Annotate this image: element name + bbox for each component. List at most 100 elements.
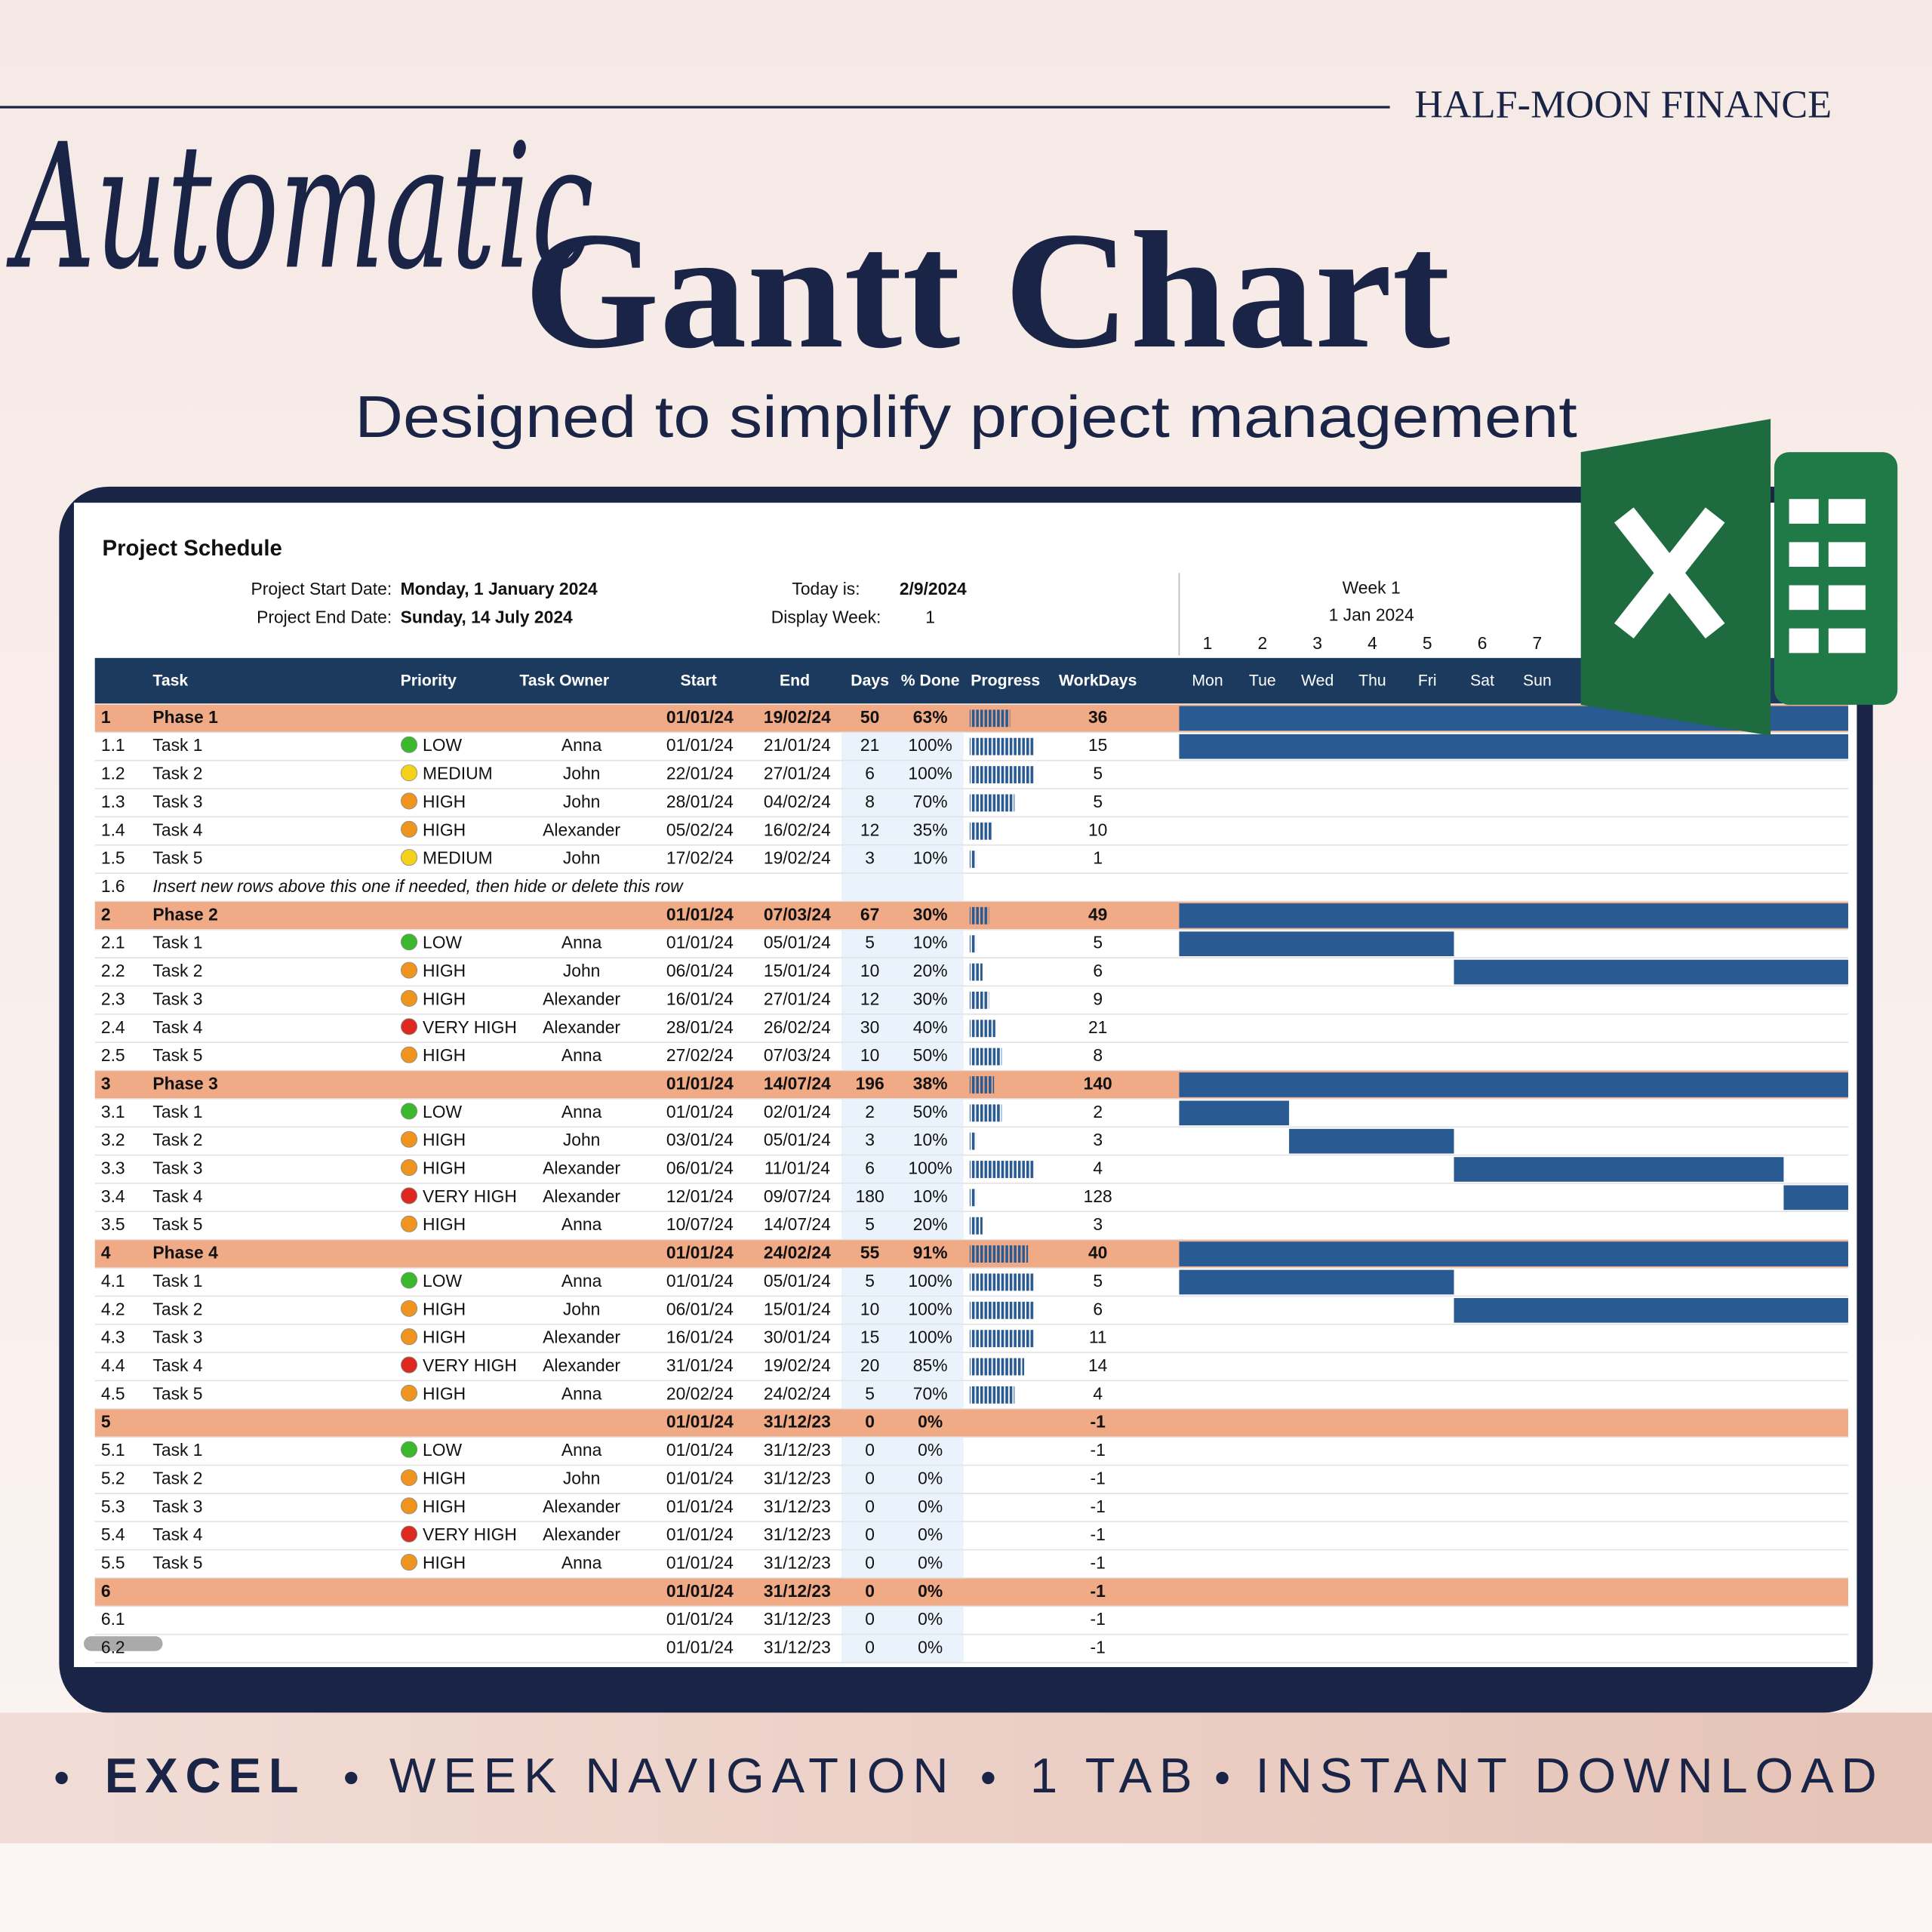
cell-start: 01/01/24 [666,735,734,755]
cell-note: Insert new rows above this one if needed… [152,876,684,896]
cell-id: 4 [101,1243,111,1263]
column-header: Task [152,672,188,689]
cell-days: 5 [865,1383,875,1403]
feature-band [0,1712,1932,1844]
feature: 1 TAB [1030,1748,1199,1803]
cell-start: 01/01/24 [666,1102,734,1121]
cell-done: 10% [913,1130,948,1149]
cell-start: 16/01/24 [666,1327,734,1347]
cell-id: 3.3 [101,1158,125,1178]
progress-bar [969,1020,995,1038]
cell-start: 31/01/24 [666,1355,734,1375]
cell-priority: HIGH [423,1383,466,1403]
cell-days: 12 [860,820,879,839]
gantt-bar [1179,1269,1454,1295]
cell-done: 0% [918,1440,943,1460]
cell-owner: Anna [561,1553,602,1573]
cell-owner: Anna [561,1271,602,1291]
metric-cells [841,1466,964,1494]
cell-workdays: 15 [1088,735,1107,755]
cell-workdays: 128 [1084,1186,1112,1206]
cell-days: 20 [860,1355,879,1375]
column-header: Task Owner [519,672,609,689]
cell-priority: HIGH [423,1553,466,1573]
cell-owner: Alexander [543,820,620,839]
cell-task: Task 1 [152,1440,202,1460]
cell-workdays: -1 [1091,1497,1106,1516]
cell-done: 100% [908,1271,952,1291]
cell-end: 21/01/24 [764,735,831,755]
day-number: 4 [1367,633,1377,653]
metric-cells [841,1521,964,1550]
cell-id: 2 [101,904,111,924]
cell-owner: John [563,764,601,783]
priority-dot [401,1046,418,1063]
value[interactable]: 1 [925,608,935,627]
cell-id: 5.3 [101,1497,125,1516]
cell-task: Task 1 [152,933,202,952]
cell-task: Task 4 [152,1186,202,1206]
cell-priority: HIGH [423,1130,466,1149]
cell-priority: LOW [423,933,462,952]
cell-done: 100% [908,1327,952,1347]
cell-end: 16/02/24 [764,820,831,839]
cell-start: 01/01/24 [666,933,734,952]
cell-days: 5 [865,933,875,952]
cell-end: 19/02/24 [764,707,831,727]
cell-done: 20% [913,961,948,980]
progress-bar [969,1273,1034,1291]
metric-cells [841,845,964,873]
priority-dot [401,1356,418,1374]
cell-start: 05/02/24 [666,820,734,839]
cell-priority: HIGH [423,1468,466,1487]
cell-owner: Anna [561,1102,602,1121]
cell-end: 19/02/24 [764,848,831,868]
cell-priority: LOW [423,1440,462,1460]
cell-id: 1.2 [101,764,125,783]
value: Sunday, 14 July 2024 [401,608,573,627]
cell-workdays: 3 [1093,1214,1103,1234]
bullet [345,1771,358,1785]
gantt-bar [1783,1185,1848,1211]
cell-task: Task 4 [152,1355,202,1375]
progress-bar [969,1217,983,1235]
cell-workdays: 40 [1088,1243,1107,1263]
cell-end: 14/07/24 [764,1214,831,1234]
metric-cells [841,1297,964,1324]
cell-start: 01/01/24 [666,1440,734,1460]
cell-owner: Anna [561,1045,602,1065]
cell-id: 3.4 [101,1186,125,1206]
cell-end: 31/12/23 [764,1440,831,1460]
cell-start: 22/01/24 [666,764,734,783]
cell-start: 01/01/24 [666,1497,734,1516]
cell-task: Task 1 [152,1102,202,1121]
cell-done: 10% [913,1186,948,1206]
cell-done: 0% [918,1497,943,1516]
cell-id: 2.2 [101,961,125,980]
column-header: WorkDays [1059,672,1137,689]
scrollbar[interactable] [84,1636,163,1651]
week-title: Week 1 [1343,577,1401,597]
cell-priority: HIGH [423,989,466,1008]
column-header: Days [851,672,889,689]
priority-dot [401,934,418,951]
excel-logo [1580,419,1898,736]
progress-bar [969,1301,1034,1319]
priority-dot [401,1187,418,1204]
cell-id: 5.4 [101,1524,125,1544]
cell-end: 31/12/23 [764,1497,831,1516]
metric-cells [841,1381,964,1409]
column-header: Progress [971,672,1040,689]
priority-dot [401,1300,418,1317]
priority-dot [401,1272,418,1289]
cell-task: Task 2 [152,1468,202,1487]
cell-start: 01/01/24 [666,1412,734,1432]
cell-start: 06/01/24 [666,1299,734,1318]
weekday: Thu [1358,672,1386,689]
cell-end: 27/01/24 [764,764,831,783]
cell-start: 06/01/24 [666,961,734,980]
cell-done: 50% [913,1102,948,1121]
bullet [1216,1771,1229,1785]
progress-bar [969,709,1011,728]
